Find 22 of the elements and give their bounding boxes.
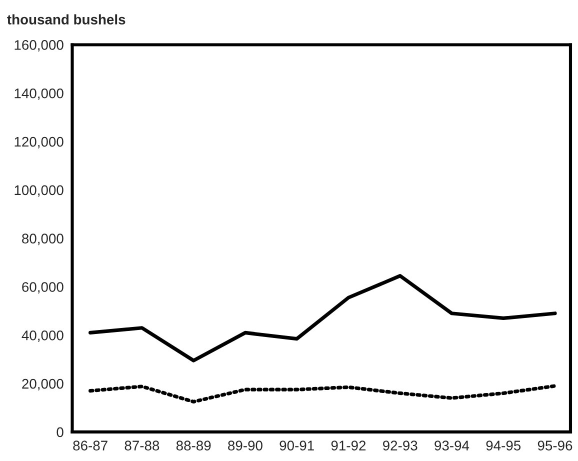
y-tick-label: 160,000 bbox=[14, 40, 64, 52]
line-series bbox=[88, 384, 557, 404]
y-tick-label: 140,000 bbox=[14, 88, 64, 100]
x-tick-label: 94-95 bbox=[486, 440, 521, 450]
x-tick-label: 95-96 bbox=[538, 440, 572, 450]
y-axis-title: thousand bushels bbox=[7, 14, 126, 24]
x-tick-label: 87-88 bbox=[124, 440, 160, 450]
x-tick-label: 90-91 bbox=[280, 440, 314, 450]
y-tick-label: 40,000 bbox=[22, 330, 64, 342]
y-tick-label: 100,000 bbox=[14, 185, 64, 197]
x-tick-label: 86-87 bbox=[73, 440, 108, 450]
x-tick-label: 88-89 bbox=[176, 440, 211, 450]
x-tick-label: 92-93 bbox=[382, 440, 418, 450]
x-tick-label: 93-94 bbox=[434, 440, 470, 450]
y-tick-label: 60,000 bbox=[22, 282, 64, 294]
line-series bbox=[88, 274, 557, 362]
y-tick-label: 20,000 bbox=[22, 378, 64, 390]
x-tick-label: 91-92 bbox=[331, 440, 366, 450]
y-tick-label: 80,000 bbox=[22, 234, 64, 246]
y-tick-label: 0 bbox=[56, 427, 64, 438]
x-tick-label: 89-90 bbox=[228, 440, 262, 450]
y-tick-label: 120,000 bbox=[14, 136, 64, 148]
